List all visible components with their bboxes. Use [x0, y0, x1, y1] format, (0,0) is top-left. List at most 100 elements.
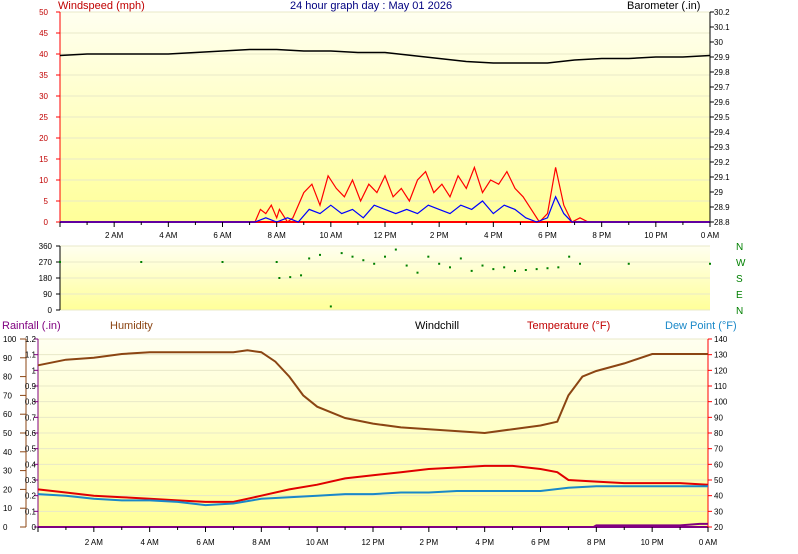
barometer-axis: 28.8 28.9 29 29.1 29.2 29.3 29.4 29.5 29.6 29.7 29… [709, 8, 730, 227]
direction-point [289, 276, 292, 279]
humidity-axis: 0 10 20 30 40 50 60 70 80 90 100 [3, 335, 27, 532]
direction-point [394, 248, 397, 251]
series-windspeed-line [60, 165, 710, 223]
wind-time-label: 6 AM [213, 231, 232, 240]
rainfall-tick-label: 0.5 [25, 445, 37, 454]
rainfall-axis-label: Rainfall (.in) [2, 320, 61, 332]
temperature-time-axis: 2 AM 4 AM 6 AM 8 AM 10 AM 12 PM 2 PM 4 PM 6 PM 8 … [37, 527, 718, 547]
windspeed-tick-label: 0 [44, 218, 49, 227]
humidity-tick-label: 0 [3, 523, 8, 532]
temperature-time-label: 0 AM [699, 538, 718, 547]
temperature-tick-label: 60 [714, 460, 723, 469]
series-rainfall-line [38, 522, 708, 528]
barometer-tick-label: 29.6 [714, 98, 730, 107]
barometer-tick-label: 29.1 [714, 173, 730, 182]
temperature-axis-label: Temperature (°F) [527, 320, 611, 332]
direction-point [546, 267, 549, 270]
humidity-tick-label: 30 [3, 467, 12, 476]
direction-point [503, 266, 506, 269]
windspeed-tick-label: 25 [39, 113, 48, 122]
direction-point [470, 269, 473, 272]
direction-point [319, 253, 321, 256]
windspeed-tick-label: 50 [39, 8, 48, 17]
direction-point [278, 277, 281, 279]
temperature-time-label: 8 AM [252, 538, 271, 547]
barometer-tick-label: 30 [714, 38, 723, 47]
windspeed-tick-label: 10 [39, 176, 48, 185]
rainfall-tick-label: 1.1 [25, 351, 37, 360]
direction-point [709, 262, 711, 265]
barometer-tick-label: 29.2 [714, 158, 730, 167]
wind-time-label: 12 PM [373, 231, 396, 240]
direction-degree-axis: 0 90 180 270 360 [39, 242, 61, 315]
temperature-tick-label: 110 [714, 382, 727, 391]
windspeed-tick-label: 15 [39, 155, 48, 164]
wind-time-label: 4 AM [159, 231, 178, 240]
barometer-tick-label: 29 [714, 188, 723, 197]
windspeed-tick-label: 20 [39, 134, 48, 143]
wind-time-label: 0 AM [701, 231, 720, 240]
wind-time-label: 8 AM [268, 231, 287, 240]
temperature-tick-label: 50 [714, 476, 723, 485]
direction-point [221, 261, 224, 263]
humidity-tick-label: 10 [3, 504, 12, 513]
windspeed-axis-label: Windspeed (mph) [58, 0, 145, 12]
compass-label: E [736, 290, 743, 301]
wind-time-label: 10 PM [644, 231, 667, 240]
barometer-tick-label: 29.4 [714, 128, 730, 137]
barometer-tick-label: 29.9 [714, 53, 730, 62]
humidity-tick-label: 70 [3, 391, 12, 400]
direction-tick-label: 90 [43, 290, 52, 299]
direction-point [459, 257, 462, 260]
windchill-label: Windchill [415, 320, 460, 332]
direction-point [300, 274, 303, 277]
rainfall-tick-label: 0.4 [25, 460, 37, 469]
direction-point [329, 305, 332, 308]
compass-label: S [736, 274, 743, 285]
compass-label: W [736, 258, 746, 269]
windspeed-tick-label: 45 [39, 29, 48, 38]
compass-label: N [736, 306, 743, 317]
chart-title: 24 hour graph day : May 01 2026 [290, 0, 453, 12]
temperature-time-label: 10 AM [306, 538, 329, 547]
direction-point [449, 266, 451, 269]
windspeed-tick-label: 40 [39, 50, 48, 59]
rainfall-tick-label: 0.9 [25, 382, 37, 391]
direction-point [524, 269, 527, 271]
direction-point [59, 261, 61, 263]
direction-point [514, 269, 516, 272]
direction-point [492, 268, 495, 271]
barometer-tick-label: 29.5 [714, 113, 730, 122]
rainfall-axis: 0 0.1 0.2 0.3 0.4 0.5 0.6 0.7 0.8 0.9 1 1.1 1.2 [25, 335, 39, 532]
direction-point [481, 264, 484, 267]
series-temperature-line [37, 464, 709, 503]
series-gust-line [60, 195, 710, 223]
wind-time-label: 10 AM [319, 231, 342, 240]
rainfall-tick-label: 0.3 [25, 476, 37, 485]
humidity-tick-label: 20 [3, 485, 12, 494]
windspeed-axis: 0 5 10 15 20 25 30 35 40 45 50 [39, 8, 61, 227]
direction-point [140, 261, 143, 263]
series-humidity-line [37, 349, 708, 435]
temperature-tick-label: 90 [714, 413, 723, 422]
temperature-time-label: 6 AM [196, 538, 215, 547]
barometer-tick-label: 30.2 [714, 8, 730, 17]
rainfall-tick-label: 0.2 [25, 492, 37, 501]
windspeed-tick-label: 30 [39, 92, 48, 101]
temperature-tick-label: 20 [714, 523, 723, 532]
temperature-tick-label: 130 [714, 351, 728, 360]
direction-point [568, 255, 571, 258]
temperature-time-label: 6 PM [531, 538, 550, 547]
wind-series [59, 48, 711, 223]
wind-time-label: 8 PM [592, 231, 611, 240]
barometer-tick-label: 28.9 [714, 203, 730, 212]
direction-point [627, 262, 630, 265]
humidity-tick-label: 40 [3, 448, 12, 457]
direction-point [340, 252, 343, 255]
direction-point [384, 255, 386, 258]
temperature-tick-label: 80 [714, 429, 723, 438]
temperature-tick-label: 120 [714, 366, 728, 375]
